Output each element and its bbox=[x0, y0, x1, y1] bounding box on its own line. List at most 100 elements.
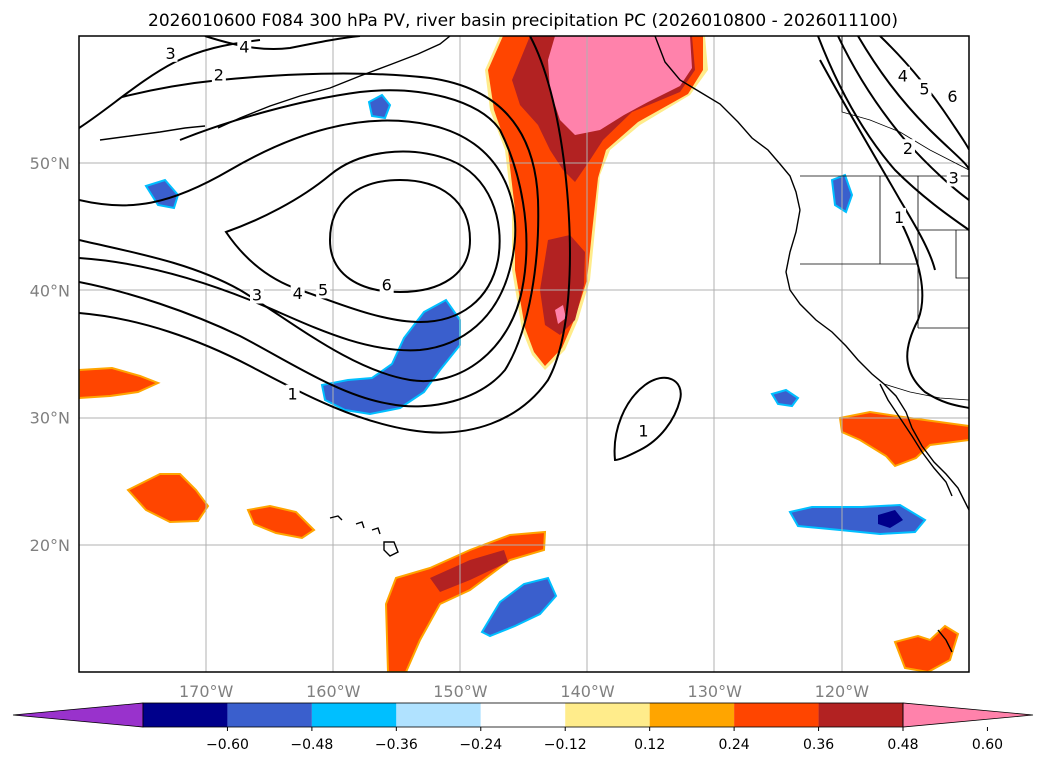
pv-label-bg bbox=[290, 284, 305, 303]
pv-contour-1-eddy bbox=[613, 376, 682, 462]
pv-contour-6 bbox=[328, 178, 472, 294]
pv-label-bg bbox=[900, 139, 915, 158]
colorbar-swatch bbox=[311, 703, 397, 727]
colorbar-tick-label: −0.36 bbox=[375, 737, 418, 753]
precip-neg-subtrop bbox=[480, 576, 558, 638]
colorbar-swatch bbox=[227, 703, 312, 727]
colorbar-swatch bbox=[143, 703, 228, 727]
pv-label-bg bbox=[946, 168, 961, 187]
colorbar-swatch bbox=[565, 703, 650, 727]
colorbar-tick-label: 0.24 bbox=[719, 737, 750, 753]
precip-west-edge bbox=[79, 366, 161, 400]
precip-neg-small-4 bbox=[770, 388, 800, 408]
pv-contour-4-north bbox=[204, 36, 361, 51]
precip-neg-small-2 bbox=[367, 93, 392, 120]
precip-mexico-band bbox=[838, 410, 969, 468]
colorbar-swatches bbox=[12, 702, 1034, 728]
precip-shading bbox=[79, 36, 969, 672]
pv-label: 5 bbox=[318, 280, 328, 299]
us-west-coast bbox=[785, 209, 913, 429]
longitude-labels: 170°W 160°W 150°W 140°W 130°W 120°W bbox=[179, 682, 869, 701]
pv-label: 1 bbox=[638, 422, 648, 441]
lon-label-150: 150°W bbox=[433, 682, 488, 701]
lon-label-140: 140°W bbox=[560, 682, 615, 701]
pv-label-bg bbox=[636, 421, 651, 440]
pv-label-bg bbox=[237, 37, 252, 56]
pv-label-bg bbox=[895, 66, 910, 85]
central-america-coast bbox=[937, 629, 953, 653]
pv-contour-3 bbox=[79, 89, 528, 383]
lat-label-40: 40°N bbox=[30, 281, 70, 300]
colorbar-tick-label: −0.12 bbox=[544, 737, 587, 753]
lon-label-130: 130°W bbox=[688, 682, 743, 701]
pv-label: 4 bbox=[898, 67, 908, 86]
lon-label-160: 160°W bbox=[306, 682, 361, 701]
pv-label-bg bbox=[211, 65, 226, 84]
colorbar-tick-label: 0.36 bbox=[803, 737, 834, 753]
pv-contour-ne-2 bbox=[819, 59, 936, 271]
pv-label: 1 bbox=[288, 385, 298, 404]
pv-label-bg bbox=[316, 280, 331, 299]
pv-label: 3 bbox=[165, 44, 175, 63]
pv-label-bg bbox=[379, 275, 394, 294]
precip-plume-pink bbox=[548, 36, 692, 135]
us-mexico-border bbox=[883, 383, 969, 401]
precip-subtrop-red bbox=[430, 550, 508, 592]
colorbar-tick-label: 0.60 bbox=[972, 737, 1003, 753]
precip-blob-orange-2 bbox=[246, 504, 316, 540]
colorbar-tick-label: 0.48 bbox=[887, 737, 918, 753]
precip-subtrop-band bbox=[384, 530, 547, 672]
pv-label: 4 bbox=[239, 37, 249, 56]
pv-contour-ne-1 bbox=[899, 219, 969, 409]
colorbar-tick-label: 0.12 bbox=[634, 737, 665, 753]
gridlines bbox=[79, 36, 969, 672]
colorbar-ticks: −0.60 −0.48 −0.36 −0.24 −0.12 0.12 0.24 0.36 0.4… bbox=[206, 727, 1003, 753]
lon-label-120: 120°W bbox=[815, 682, 870, 701]
colorbar-swatch bbox=[818, 703, 903, 727]
pv-label: 5 bbox=[919, 79, 929, 98]
map-title: 2026010600 F084 300 hPa PV, river basin … bbox=[148, 11, 898, 31]
precip-blob-orange-1 bbox=[126, 473, 210, 524]
pv-label-bg bbox=[163, 43, 178, 62]
pv-label-bg bbox=[285, 384, 300, 403]
pv-label: 4 bbox=[293, 284, 303, 303]
pv-contour-ne-5 bbox=[857, 36, 969, 171]
colorbar-tick-label: −0.48 bbox=[290, 737, 333, 753]
lat-label-50: 50°N bbox=[30, 154, 70, 173]
pv-contour-1-main bbox=[79, 36, 571, 434]
pv-label-bg bbox=[892, 207, 907, 226]
colorbar: −0.60 −0.48 −0.36 −0.24 −0.12 0.12 0.24 0.36 0.4… bbox=[12, 702, 1034, 753]
lat-label-30: 30°N bbox=[30, 409, 70, 428]
colorbar-outline bbox=[142, 702, 904, 728]
latitude-labels: 20°N 30°N 40°N 50°N bbox=[30, 154, 70, 555]
pv-label: 6 bbox=[947, 87, 957, 106]
pv-label: 2 bbox=[903, 139, 913, 158]
colorbar-extend-high bbox=[902, 702, 1034, 728]
pv-contours bbox=[79, 36, 969, 462]
coastlines bbox=[99, 36, 969, 653]
aleutian-chain bbox=[99, 125, 206, 141]
colorbar-swatch bbox=[649, 703, 735, 727]
colorbar-swatch bbox=[734, 703, 819, 727]
map-frame bbox=[78, 35, 970, 673]
pv-label-bg bbox=[250, 285, 264, 304]
gulf-alaska-coast bbox=[654, 36, 801, 211]
precip-southern-blob bbox=[893, 624, 960, 672]
colorbar-swatch bbox=[480, 703, 566, 727]
colorbar-tick-label: −0.24 bbox=[459, 737, 502, 753]
precip-neg-mexico-core bbox=[878, 510, 903, 528]
colorbar-tick-label: −0.60 bbox=[206, 737, 249, 753]
pv-label: 6 bbox=[382, 275, 392, 294]
pv-label: 2 bbox=[214, 65, 224, 84]
pv-contour-2 bbox=[79, 72, 540, 408]
pv-label: 1 bbox=[894, 208, 904, 227]
pv-label: 3 bbox=[949, 168, 959, 187]
colorbar-extend-low bbox=[12, 702, 144, 728]
precip-plume-pink-dot bbox=[555, 305, 566, 324]
pv-label-bg bbox=[917, 79, 932, 98]
pv-label-bg bbox=[945, 87, 960, 106]
colorbar-swatch bbox=[396, 703, 481, 727]
